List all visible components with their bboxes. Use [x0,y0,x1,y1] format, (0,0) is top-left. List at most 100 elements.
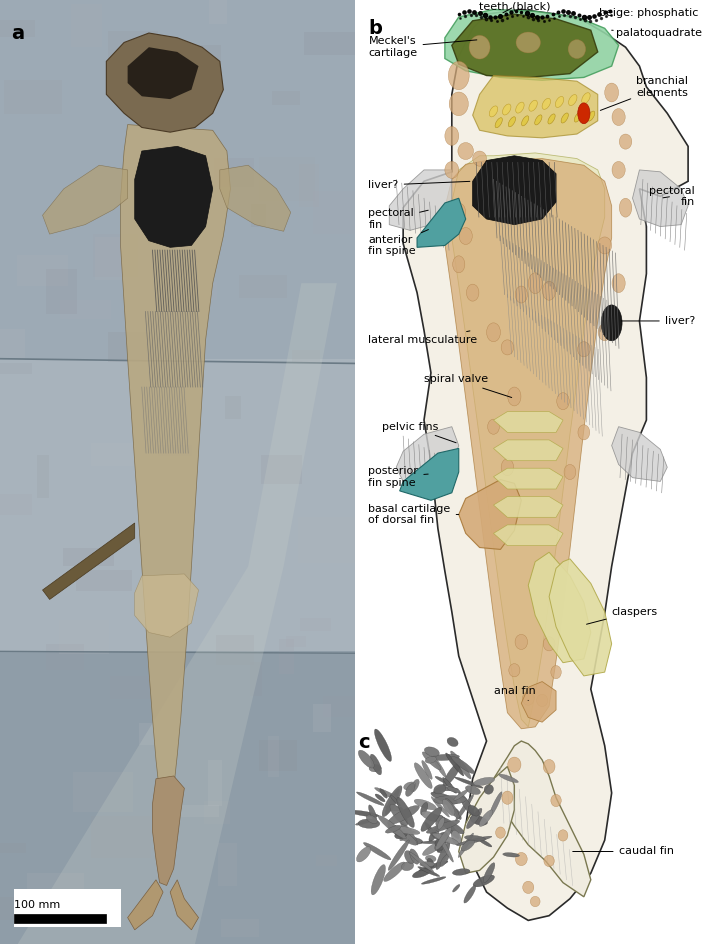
Polygon shape [494,497,563,517]
Ellipse shape [473,875,494,886]
Polygon shape [43,165,128,234]
Bar [60,300,112,319]
Text: palatoquadrate: palatoquadrate [611,28,702,38]
Bar [93,234,138,277]
Bar [0,329,25,358]
Ellipse shape [355,819,372,825]
Ellipse shape [443,778,456,793]
Ellipse shape [421,807,442,832]
Bar [0,0,355,359]
Ellipse shape [456,795,474,821]
Ellipse shape [503,104,511,115]
Bar [261,456,303,483]
Bar [259,739,298,771]
Ellipse shape [422,761,432,780]
Ellipse shape [414,763,432,788]
Ellipse shape [421,841,449,844]
Polygon shape [452,153,604,727]
Bar [313,191,374,234]
Bar [63,548,114,565]
Ellipse shape [451,831,461,846]
Polygon shape [445,9,618,80]
Ellipse shape [437,849,446,853]
Ellipse shape [421,877,446,885]
Polygon shape [18,283,337,944]
Bar [59,620,110,654]
Ellipse shape [516,32,541,53]
Ellipse shape [568,40,585,59]
Ellipse shape [522,116,529,126]
Bar [95,237,153,280]
Ellipse shape [439,816,459,838]
Ellipse shape [489,792,502,818]
Text: teeth (black): teeth (black) [479,2,550,13]
Ellipse shape [431,792,458,804]
Ellipse shape [348,810,379,817]
Polygon shape [399,448,459,500]
Ellipse shape [612,274,625,293]
Ellipse shape [543,281,556,300]
Polygon shape [396,427,459,481]
Polygon shape [529,552,591,663]
Polygon shape [389,170,452,230]
Polygon shape [170,880,199,930]
Ellipse shape [436,827,451,850]
Polygon shape [459,767,515,873]
Bar [77,570,133,591]
Ellipse shape [442,800,455,816]
Ellipse shape [465,835,486,841]
Ellipse shape [436,842,450,869]
Polygon shape [220,165,291,231]
Bar [317,855,338,866]
Polygon shape [494,741,591,897]
Bar [218,843,237,886]
Ellipse shape [388,824,417,845]
Bar [91,816,151,858]
Ellipse shape [375,787,401,801]
Bar [225,396,241,419]
Ellipse shape [369,805,376,820]
Ellipse shape [409,852,434,872]
Ellipse shape [508,117,515,126]
Ellipse shape [434,796,466,804]
Ellipse shape [601,305,622,341]
Ellipse shape [543,636,555,651]
Ellipse shape [370,754,382,775]
Ellipse shape [432,784,449,794]
Polygon shape [494,412,563,432]
Bar [279,639,295,674]
Bar [0,495,32,514]
Ellipse shape [424,747,439,756]
Bar [239,275,286,297]
Bar [14,914,107,923]
Ellipse shape [358,819,380,828]
Ellipse shape [384,862,405,882]
Polygon shape [549,559,611,676]
Ellipse shape [454,790,468,801]
Ellipse shape [364,842,391,860]
Ellipse shape [464,885,476,903]
Ellipse shape [530,897,540,906]
Ellipse shape [399,829,411,841]
Ellipse shape [433,757,446,777]
Ellipse shape [449,61,469,90]
Polygon shape [472,76,597,138]
Ellipse shape [515,852,527,866]
Ellipse shape [578,342,590,357]
Text: anterior
fin spine: anterior fin spine [369,229,428,256]
Bar [71,4,102,47]
Ellipse shape [429,754,459,761]
Bar [155,173,200,209]
Text: branchial
elements: branchial elements [600,76,688,110]
Bar [292,349,320,362]
Text: claspers: claspers [587,607,658,624]
Ellipse shape [385,805,403,811]
Ellipse shape [472,151,486,166]
Ellipse shape [358,750,374,768]
Ellipse shape [445,161,459,178]
Ellipse shape [569,94,577,106]
Ellipse shape [501,340,514,355]
Bar [286,635,306,647]
Bar [124,167,180,177]
Text: liver?: liver? [369,180,470,190]
